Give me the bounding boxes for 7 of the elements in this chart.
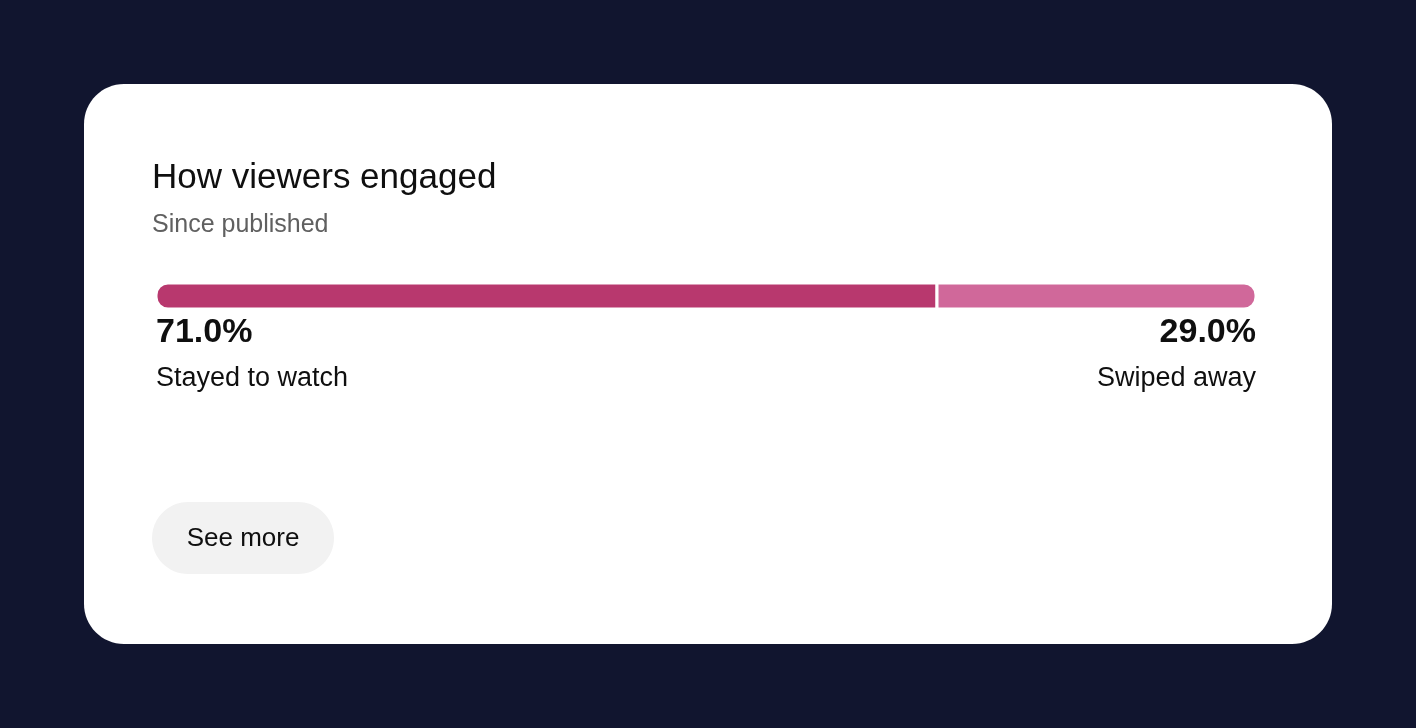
chart-subtitle: Since published xyxy=(152,209,329,237)
text: See more xyxy=(186,522,300,552)
data-label: 71.0% xyxy=(156,311,253,349)
chart-title: How viewers engaged xyxy=(152,156,497,195)
series-label: Swiped away xyxy=(1096,362,1257,392)
data-label: 29.0% xyxy=(1159,311,1256,349)
series-label: Stayed to watch xyxy=(156,362,349,392)
